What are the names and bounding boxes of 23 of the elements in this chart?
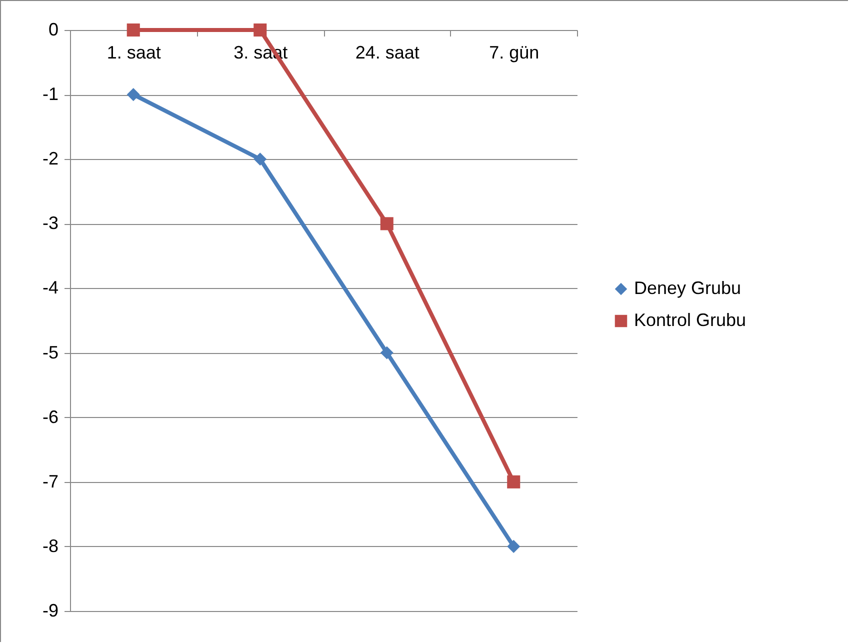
x-tick-label: 24. saat: [355, 42, 420, 62]
point: [380, 346, 394, 360]
point: [126, 88, 140, 102]
x-tick-label: 7. gün: [489, 42, 540, 62]
y-tick-label: -7: [42, 471, 58, 492]
point: [507, 475, 520, 488]
legend-label: Kontrol Grubu: [634, 310, 746, 330]
point: [507, 540, 520, 553]
x-tick-label: 1. saat: [106, 42, 161, 62]
y-tick-label: -4: [42, 278, 58, 298]
point: [126, 23, 140, 37]
y-tick-label: -8: [42, 536, 58, 556]
y-tick-label: -9: [42, 600, 58, 620]
y-tick-label: -3: [42, 213, 58, 234]
y-tick-label: -1: [42, 84, 58, 104]
y-tick-label: -6: [42, 406, 58, 427]
y-tick-label: -2: [42, 148, 58, 169]
y-tick-label: -5: [42, 342, 58, 362]
point: [380, 217, 394, 230]
point: [254, 23, 267, 37]
legend-label: Deney Grubu: [634, 278, 742, 298]
point: [254, 152, 267, 166]
y-tick-label: 0: [48, 20, 58, 40]
